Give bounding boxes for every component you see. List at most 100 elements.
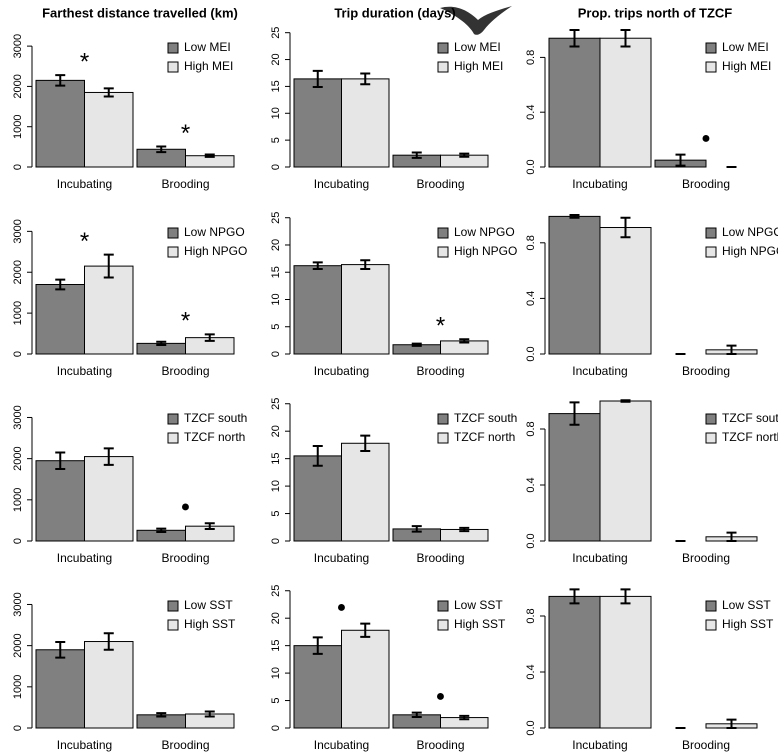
y-tick-label: 0.4 — [525, 291, 537, 306]
bar — [599, 595, 652, 729]
legend-swatch — [437, 600, 449, 612]
legend-swatch — [705, 432, 717, 444]
y-tick-label: 0.0 — [525, 533, 537, 548]
category-label: Incubating — [314, 738, 369, 752]
error-bar — [569, 588, 580, 605]
bar — [599, 400, 652, 542]
significance-mark: ● — [337, 599, 347, 616]
y-tick-label: 25 — [270, 398, 282, 410]
error-bar — [55, 74, 66, 87]
legend-label: Low MEI — [184, 40, 231, 54]
y-tick-label: 20 — [270, 425, 282, 437]
category-label: Brooding — [682, 177, 730, 191]
legend-label: Low NPGO — [722, 225, 778, 239]
legend-swatch — [437, 227, 449, 239]
bar — [548, 37, 601, 168]
error-bar — [459, 152, 470, 158]
y-tick-label: 10 — [270, 480, 282, 492]
y-tick-label: 0 — [12, 164, 24, 170]
bar — [548, 413, 601, 542]
error-bar — [459, 714, 470, 721]
category-label: Brooding — [416, 738, 464, 752]
error-bar — [312, 636, 323, 655]
column-title: Prop. trips north of TZCF — [578, 5, 733, 20]
category-label: Incubating — [572, 177, 627, 191]
bar — [341, 264, 390, 355]
y-tick-label: 25 — [270, 585, 282, 597]
error-bar — [204, 153, 215, 158]
y-tick-label: 1000 — [12, 301, 24, 325]
error-bar — [103, 253, 114, 279]
significance-mark: ● — [436, 688, 446, 705]
category-label: Brooding — [416, 364, 464, 378]
bar — [548, 215, 601, 355]
y-tick-label: 0 — [12, 538, 24, 544]
legend-label: Low MEI — [454, 40, 501, 54]
y-tick-label: 0.8 — [525, 608, 537, 623]
legend-label: High SST — [184, 617, 236, 631]
y-tick-label: 25 — [270, 27, 282, 39]
legend-label: TZCF south — [454, 411, 517, 425]
y-tick-label: 0 — [270, 538, 282, 544]
legend-swatch — [437, 61, 449, 73]
y-tick-label: 1000 — [12, 675, 24, 699]
legend-label: High MEI — [184, 59, 233, 73]
y-tick-label: 0 — [270, 725, 282, 731]
y-tick-label: 20 — [270, 239, 282, 251]
error-bar — [103, 87, 114, 98]
significance-mark: ● — [701, 130, 711, 147]
bar — [341, 629, 390, 729]
error-bar — [360, 72, 371, 86]
y-tick-label: 15 — [270, 453, 282, 465]
bar — [293, 645, 342, 729]
category-label: Brooding — [682, 551, 730, 565]
y-tick-label: 5 — [270, 510, 282, 516]
legend-label: TZCF south — [722, 411, 778, 425]
y-tick-label: 2000 — [12, 74, 24, 98]
significance-mark: * — [80, 228, 89, 255]
y-tick-label: 0 — [270, 164, 282, 170]
y-tick-label: 2000 — [12, 446, 24, 470]
error-bar — [55, 451, 66, 470]
legend-label: High MEI — [722, 59, 771, 73]
legend-swatch — [167, 619, 179, 631]
y-tick-label: 25 — [270, 212, 282, 224]
column-title: Farthest distance travelled (km) — [42, 5, 238, 20]
error-bar — [569, 29, 580, 48]
y-tick-label: 5 — [270, 697, 282, 703]
significance-mark: * — [181, 308, 190, 335]
category-label: Brooding — [416, 177, 464, 191]
category-label: Brooding — [161, 738, 209, 752]
error-bar — [459, 526, 470, 533]
error-bar — [103, 447, 114, 466]
y-tick-label: 0 — [12, 351, 24, 357]
legend-swatch — [705, 619, 717, 631]
error-bar — [204, 522, 215, 531]
bar — [599, 37, 652, 168]
bar — [548, 595, 601, 729]
bar — [84, 265, 134, 355]
y-tick-label: 0.4 — [525, 105, 537, 120]
legend-swatch — [437, 413, 449, 425]
y-tick-label: 10 — [270, 293, 282, 305]
error-bar — [204, 333, 215, 342]
bar — [293, 78, 342, 168]
error-bar — [312, 69, 323, 88]
y-tick-label: 0.4 — [525, 664, 537, 679]
legend-swatch — [167, 432, 179, 444]
legend-swatch — [167, 413, 179, 425]
bar — [341, 442, 390, 542]
y-tick-label: 2000 — [12, 633, 24, 657]
y-tick-label: 0.8 — [525, 421, 537, 436]
legend-swatch — [705, 246, 717, 258]
category-label: Incubating — [572, 551, 627, 565]
legend-swatch — [705, 227, 717, 239]
legend-label: TZCF south — [184, 411, 247, 425]
bar — [35, 79, 85, 168]
category-label: Incubating — [572, 738, 627, 752]
significance-mark: ● — [181, 499, 191, 516]
y-tick-label: 20 — [270, 53, 282, 65]
error-bar — [726, 718, 737, 729]
error-bar — [569, 401, 580, 426]
legend-label: TZCF north — [454, 430, 515, 444]
